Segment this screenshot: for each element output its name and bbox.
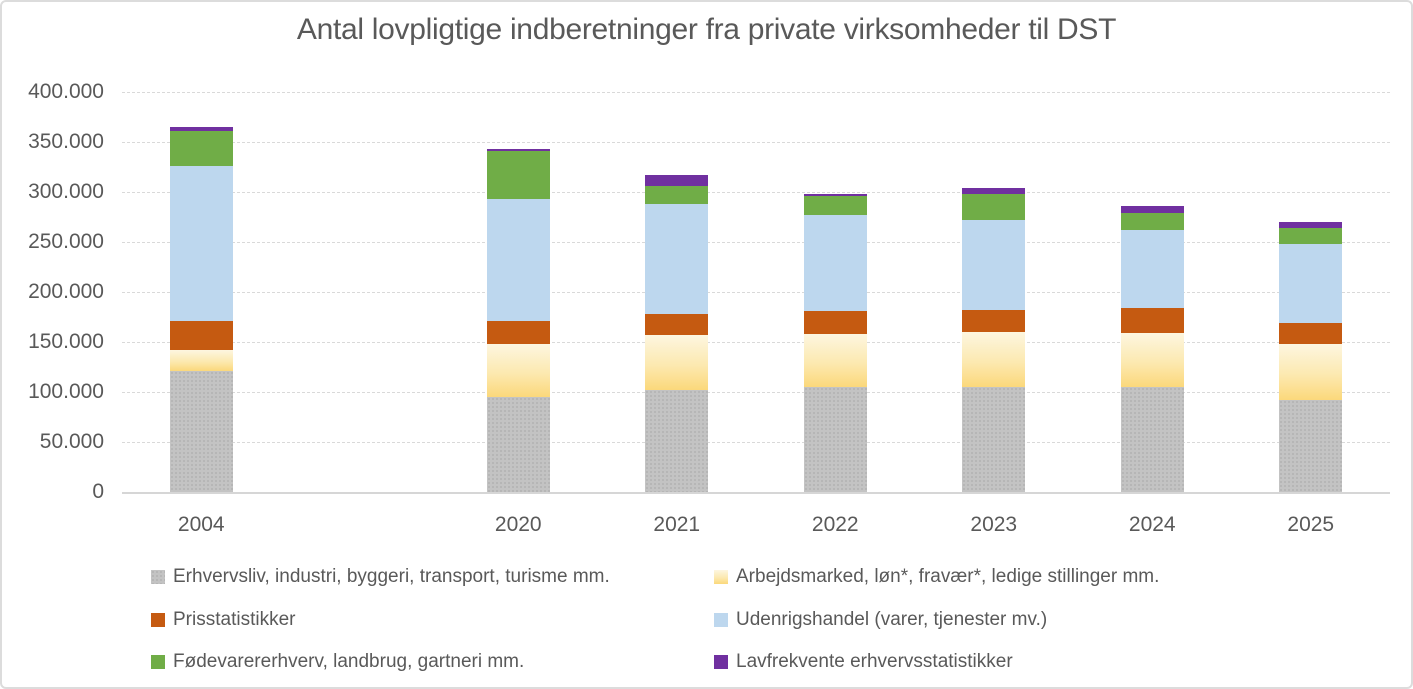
- bar-2025: [1279, 222, 1343, 492]
- x-axis-label-2023: 2023: [970, 513, 1018, 536]
- legend-swatch-series-6: [714, 655, 728, 669]
- legend-label-series-5: Fødevarererhverv, landbrug, gartneri mm.: [173, 651, 525, 672]
- bar-2023-segment-4: [962, 220, 1026, 310]
- bar-2021-segment-1: [645, 390, 709, 492]
- bar-2023-segment-1: [962, 387, 1026, 492]
- bar-2020-segment-6: [486, 149, 550, 151]
- bar-2024-segment-3: [1120, 308, 1184, 333]
- bar-2020-segment-2: [486, 344, 550, 397]
- bar-2023-segment-2: [962, 332, 1026, 387]
- x-axis-label-2004: 2004: [177, 513, 225, 536]
- legend-label-series-1: Erhvervsliv, industri, byggeri, transpor…: [173, 566, 610, 587]
- bar-2021-segment-6: [645, 175, 709, 186]
- bar-2025-segment-5: [1279, 228, 1343, 244]
- gridline: [122, 242, 1390, 243]
- gridline: [122, 342, 1390, 343]
- y-tick-label: 0: [92, 480, 104, 503]
- chart-title: Antal lovpligtige indberetninger fra pri…: [296, 13, 1117, 46]
- bar-2024: [1120, 206, 1184, 492]
- bar-2020-segment-3: [486, 321, 550, 344]
- gridline: [122, 442, 1390, 443]
- bar-2025-segment-1: [1279, 400, 1343, 492]
- legend-label-series-2: Arbejdsmarked, løn*, fravær*, ledige sti…: [736, 566, 1160, 587]
- bar-2021-segment-3: [645, 314, 709, 335]
- y-tick-label: 250.000: [28, 230, 104, 253]
- x-axis-line: [122, 492, 1390, 494]
- bar-2024-segment-2: [1120, 333, 1184, 387]
- legend-swatch-series-1: [151, 570, 165, 584]
- bar-2021-segment-2: [645, 335, 709, 390]
- bar-2020-segment-4: [486, 199, 550, 321]
- gridline: [122, 292, 1390, 293]
- legend-label-series-3: Prisstatistikker: [173, 608, 296, 630]
- legend-label-series-4: Udenrigshandel (varer, tjenester mv.): [736, 608, 1048, 630]
- bar-2024-segment-5: [1120, 213, 1184, 230]
- y-tick-label: 200.000: [28, 280, 104, 303]
- bar-2020: [486, 149, 550, 492]
- legend-label-series-6: Lavfrekvente erhvervsstatistikker: [736, 651, 1013, 672]
- bar-2020-segment-5: [486, 151, 550, 199]
- bar-2004-segment-3: [169, 321, 233, 350]
- bar-2024-segment-4: [1120, 230, 1184, 308]
- bar-2022-segment-4: [803, 215, 867, 311]
- bar-2022-segment-2: [803, 334, 867, 387]
- gridline: [122, 142, 1390, 143]
- bar-2025-segment-4: [1279, 244, 1343, 323]
- bar-2025-segment-2: [1279, 344, 1343, 400]
- bar-2022-segment-1: [803, 387, 867, 492]
- legend-swatch-series-5: [151, 655, 165, 669]
- y-tick-label: 50.000: [39, 430, 104, 453]
- x-axis-label-2020: 2020: [494, 513, 542, 536]
- bar-2020-segment-1: [486, 397, 550, 492]
- gridline: [122, 92, 1390, 93]
- bar-2004-segment-2: [169, 350, 233, 371]
- y-tick-label: 400.000: [28, 80, 104, 103]
- bar-2024-segment-1: [1120, 387, 1184, 492]
- bar-2022: [803, 194, 867, 492]
- bar-2022-segment-6: [803, 194, 867, 196]
- bar-2021: [645, 175, 709, 492]
- y-tick-label: 300.000: [28, 180, 104, 203]
- bar-2025-segment-3: [1279, 323, 1343, 344]
- y-tick-label: 100.000: [28, 380, 104, 403]
- y-tick-label: 150.000: [28, 330, 104, 353]
- legend-swatch-series-2: [714, 570, 728, 584]
- bar-2023: [962, 188, 1026, 492]
- x-axis-label-2024: 2024: [1128, 513, 1176, 536]
- bar-2022-segment-5: [803, 196, 867, 215]
- bar-2004-segment-5: [169, 131, 233, 166]
- bar-2023-segment-6: [962, 188, 1026, 194]
- bar-2004-segment-4: [169, 166, 233, 321]
- legend-swatch-series-3: [151, 612, 165, 627]
- bar-2024-segment-6: [1120, 206, 1184, 213]
- x-axis-label-2025: 2025: [1287, 513, 1335, 536]
- x-axis-label-2022: 2022: [811, 513, 859, 536]
- bar-2023-segment-5: [962, 194, 1026, 220]
- bar-2004-segment-6: [169, 127, 233, 131]
- gridline: [122, 392, 1390, 393]
- bar-2025-segment-6: [1279, 222, 1343, 228]
- bar-2022-segment-3: [803, 311, 867, 334]
- bar-2023-segment-3: [962, 310, 1026, 332]
- x-axis-label-2021: 2021: [653, 513, 701, 536]
- bar-2004-segment-1: [169, 371, 233, 492]
- bar-2021-segment-5: [645, 186, 709, 204]
- legend-swatch-series-4: [714, 612, 728, 627]
- bar-2021-segment-4: [645, 204, 709, 314]
- gridline: [122, 192, 1390, 193]
- bar-2004: [169, 127, 233, 492]
- y-tick-label: 350.000: [28, 130, 104, 153]
